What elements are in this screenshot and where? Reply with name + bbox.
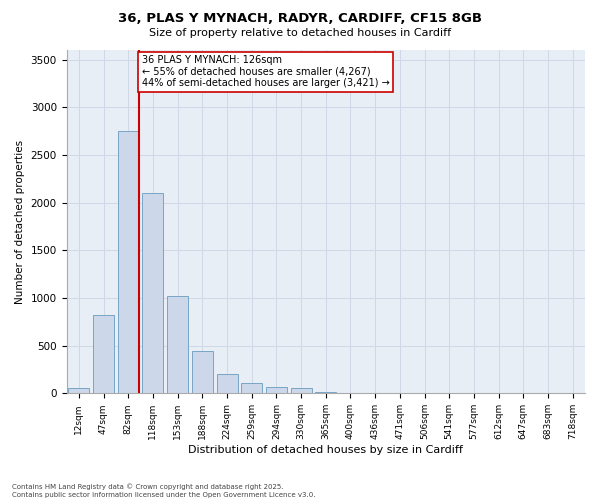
Bar: [167, 296, 188, 394]
Text: 36, PLAS Y MYNACH, RADYR, CARDIFF, CF15 8GB: 36, PLAS Y MYNACH, RADYR, CARDIFF, CF15 …: [118, 12, 482, 26]
Bar: [192, 352, 213, 394]
Bar: [266, 386, 287, 394]
Bar: [217, 374, 238, 394]
Text: 36 PLAS Y MYNACH: 126sqm
← 55% of detached houses are smaller (4,267)
44% of sem: 36 PLAS Y MYNACH: 126sqm ← 55% of detach…: [142, 55, 389, 88]
Bar: [68, 388, 89, 394]
Bar: [290, 388, 311, 394]
Bar: [241, 383, 262, 394]
Text: Size of property relative to detached houses in Cardiff: Size of property relative to detached ho…: [149, 28, 451, 38]
Bar: [118, 131, 139, 394]
Text: Contains HM Land Registry data © Crown copyright and database right 2025.
Contai: Contains HM Land Registry data © Crown c…: [12, 484, 316, 498]
Bar: [142, 193, 163, 394]
Bar: [93, 315, 114, 394]
Bar: [315, 392, 336, 394]
Y-axis label: Number of detached properties: Number of detached properties: [15, 140, 25, 304]
X-axis label: Distribution of detached houses by size in Cardiff: Distribution of detached houses by size …: [188, 445, 463, 455]
